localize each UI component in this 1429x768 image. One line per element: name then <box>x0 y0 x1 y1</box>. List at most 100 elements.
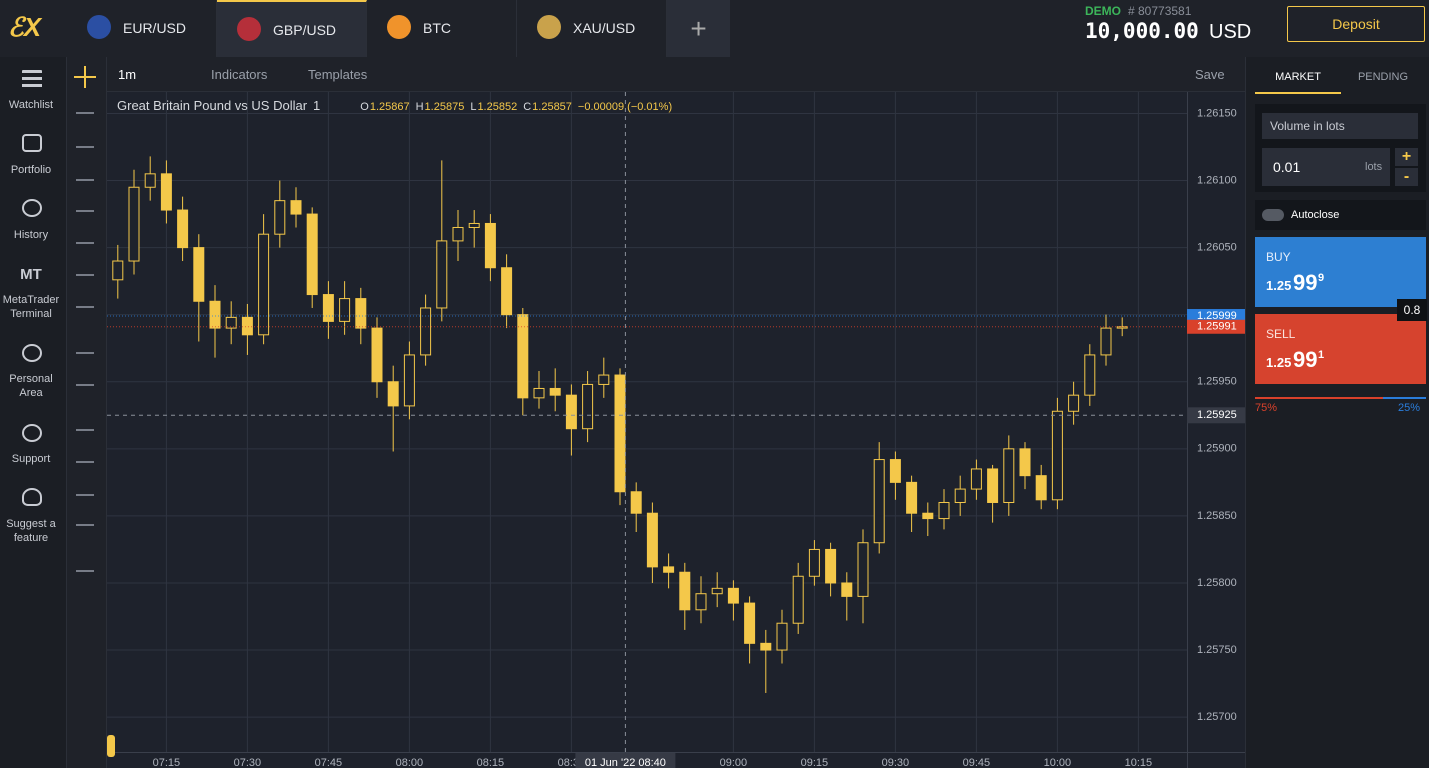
tool[interactable] <box>76 262 94 276</box>
buy-price-pips: 99 <box>1293 270 1318 295</box>
side-nav <box>0 57 67 768</box>
tool[interactable] <box>76 230 94 244</box>
y-tick-label: 1.25950 <box>1197 376 1237 388</box>
icon <box>22 344 42 362</box>
nav-item[interactable]: History <box>13 229 49 241</box>
balance[interactable]: 10,000.00 <box>1085 19 1199 43</box>
sentiment-bar <box>1255 397 1426 399</box>
icon <box>22 488 42 506</box>
tool[interactable] <box>76 294 94 308</box>
buy-price-frac: 9 <box>1318 272 1325 284</box>
candle-body <box>274 200 286 235</box>
toggle[interactable] <box>1262 209 1284 221</box>
tool[interactable] <box>76 512 94 526</box>
candle-body <box>436 240 448 309</box>
deposit-button[interactable]: Deposit <box>1287 6 1425 42</box>
candle-body <box>225 316 237 329</box>
templates-button[interactable]: Templates <box>308 67 368 82</box>
flag <box>237 17 261 41</box>
tool[interactable] <box>76 100 94 114</box>
icon <box>22 70 42 88</box>
candle-body <box>112 260 124 281</box>
candle-body <box>322 294 334 322</box>
tab[interactable]: GBP/USD <box>217 0 367 57</box>
candle-body <box>987 468 999 503</box>
buy-label: BUY <box>1266 250 1291 264</box>
order-tab[interactable]: PENDING <box>1357 71 1409 83</box>
tab[interactable]: BTC <box>367 0 517 57</box>
tool[interactable] <box>76 198 94 212</box>
candle-body <box>258 233 270 336</box>
candle-body <box>209 300 221 329</box>
account-id: # 80773581 <box>1128 4 1192 18</box>
decrement[interactable]: - <box>1395 168 1418 186</box>
crosshair-y-label: 1.25925 <box>1197 409 1237 421</box>
candle-body <box>954 488 966 503</box>
chart-legend: Great Britain Pound vs US Dollar 1 O1.2586… <box>117 98 672 113</box>
candle-body <box>841 582 853 597</box>
indicators-button[interactable]: Indicators <box>211 67 268 82</box>
tool[interactable] <box>76 134 94 148</box>
price-tag <box>1187 319 1245 334</box>
ohlc-label: L <box>470 101 476 113</box>
candle-body <box>1035 475 1047 501</box>
x-tick-label: 10:15 <box>1125 757 1153 768</box>
crosshair-tool[interactable] <box>84 66 86 88</box>
tool[interactable] <box>76 372 94 386</box>
flag <box>87 15 111 39</box>
tab[interactable]: EUR/USD <box>67 0 217 57</box>
flag <box>387 15 411 39</box>
nav-item[interactable]: Support <box>11 453 51 465</box>
increment[interactable]: + <box>1395 148 1418 166</box>
candle-body <box>1019 448 1031 477</box>
candle-body <box>727 587 739 604</box>
nav-item[interactable]: Watchlist <box>8 99 54 111</box>
ohlc-value: 1.25857 <box>532 101 572 113</box>
candle-body <box>825 548 837 584</box>
sentiment-segment <box>1255 397 1384 399</box>
logo[interactable]: ℰX <box>8 12 42 42</box>
tool[interactable] <box>76 340 94 354</box>
nav-item[interactable]: Suggest a feature <box>6 518 56 544</box>
y-tick-label: 1.25800 <box>1197 577 1237 589</box>
order-tab[interactable]: MARKET <box>1255 71 1341 94</box>
icon <box>22 199 42 217</box>
nav-item[interactable]: Personal Area <box>9 373 53 399</box>
nav-item[interactable]: Portfolio <box>10 164 52 176</box>
tab-label: BTC <box>423 20 451 36</box>
candle-body <box>177 209 189 249</box>
currency[interactable]: USD <box>1209 21 1252 43</box>
icon <box>22 134 42 152</box>
candle-body <box>452 226 464 242</box>
volume-input[interactable]: 0.01 <box>1262 148 1390 186</box>
tool[interactable] <box>76 417 94 431</box>
candle-body <box>792 575 804 624</box>
tool[interactable] <box>76 449 94 463</box>
nav-item[interactable]: MetaTrader Terminal <box>2 294 60 320</box>
candle-body <box>355 298 367 329</box>
y-tick-label: 1.25900 <box>1197 443 1237 455</box>
candle-body <box>1116 326 1128 329</box>
candle-body <box>1051 410 1063 501</box>
account-type: DEMO <box>1085 4 1121 18</box>
tool[interactable] <box>76 482 94 496</box>
volume-mode[interactable]: Volume in lots <box>1262 113 1418 139</box>
scroll-handle <box>107 735 115 757</box>
buy-button[interactable]: BUY 1.25 99 9 <box>1255 237 1426 307</box>
icon <box>22 424 42 442</box>
candle-body <box>501 267 513 316</box>
save-button[interactable]: Save <box>1195 67 1225 82</box>
interval[interactable]: 1m <box>118 67 137 82</box>
candle-body <box>193 247 205 302</box>
candle-body <box>711 587 723 595</box>
candle-body <box>290 200 302 215</box>
candle-body <box>744 602 756 644</box>
sell-button[interactable]: SELL 1.25 99 1 <box>1255 314 1426 384</box>
add-tab[interactable]: + <box>667 0 730 57</box>
crosshair-x-tag <box>575 753 676 768</box>
tab[interactable]: XAU/USD <box>517 0 667 57</box>
tool[interactable] <box>76 558 94 572</box>
autoclose-label: Autoclose <box>1291 209 1340 221</box>
tool[interactable] <box>76 167 94 181</box>
